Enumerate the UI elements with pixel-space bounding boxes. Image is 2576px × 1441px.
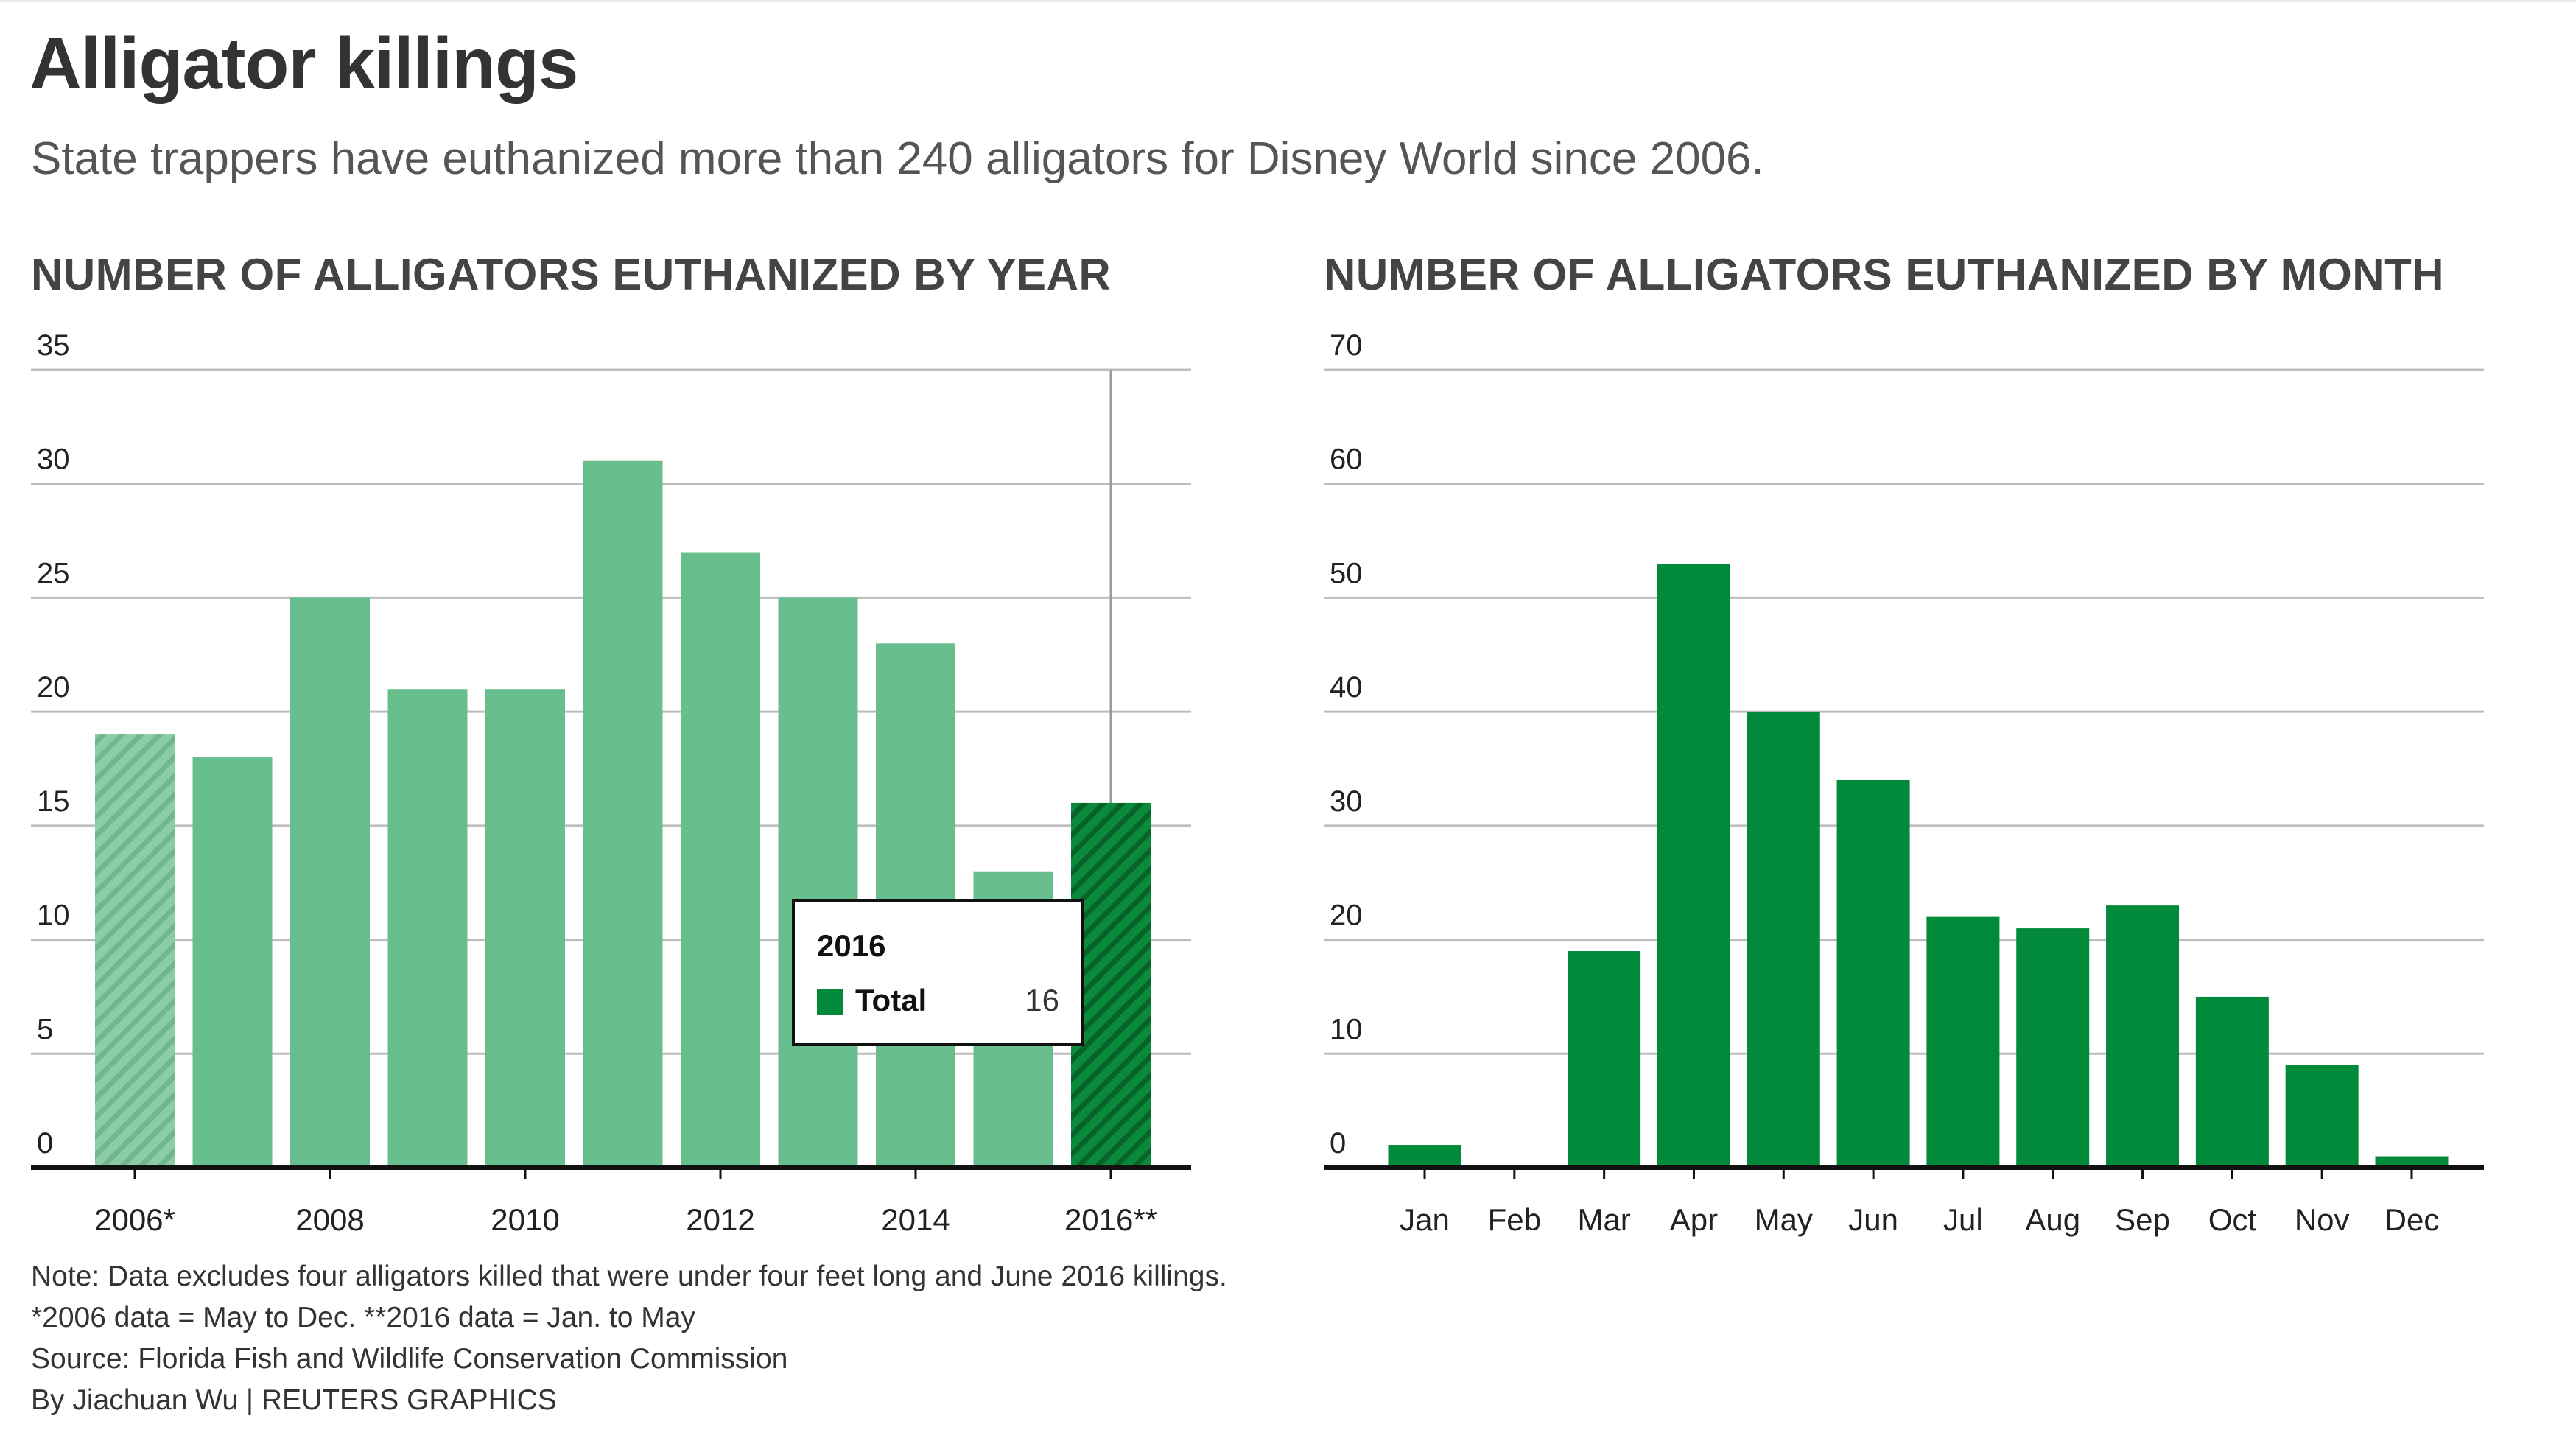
month-bar[interactable] xyxy=(1926,916,2000,1168)
month-y-tick-label: 40 xyxy=(1330,671,1363,704)
year-bar[interactable] xyxy=(681,552,760,1168)
month-x-tick-label: Feb xyxy=(1488,1202,1541,1237)
month-x-tick-label: Mar xyxy=(1577,1202,1630,1237)
year-bar[interactable] xyxy=(192,757,273,1168)
month-x-tick-label: Jul xyxy=(1943,1202,1983,1237)
footnotes: Note: Data excludes four alligators kill… xyxy=(31,1256,1227,1421)
month-x-tick-label: Dec xyxy=(2384,1202,2440,1237)
month-y-tick-label: 50 xyxy=(1330,557,1363,589)
month-x-tick-label: Sep xyxy=(2115,1202,2170,1237)
year-y-tick-label: 35 xyxy=(37,329,70,362)
year-y-tick-label: 20 xyxy=(37,671,70,704)
year-bar[interactable] xyxy=(95,734,175,1168)
year-x-tick-label: 2014 xyxy=(881,1202,950,1237)
month-y-tick-label: 20 xyxy=(1330,900,1363,932)
month-bar[interactable] xyxy=(1657,564,1730,1168)
year-chart-title: NUMBER OF ALLIGATORS EUTHANIZED BY YEAR xyxy=(31,250,1112,299)
tooltip-series-label: Total xyxy=(855,983,927,1017)
note-partial-years: *2006 data = May to Dec. **2016 data = J… xyxy=(31,1302,695,1333)
month-x-tick-label: Aug xyxy=(2025,1202,2080,1237)
month-x-tick-label: Jun xyxy=(1848,1202,1898,1237)
note-exclusions: Note: Data excludes four alligators kill… xyxy=(31,1261,1227,1292)
tooltip-legend-swatch xyxy=(817,989,843,1015)
month-y-tick-label: 30 xyxy=(1330,785,1363,818)
month-x-tick-label: Oct xyxy=(2208,1202,2257,1237)
month-bar[interactable] xyxy=(2016,928,2090,1168)
year-x-tick-label: 2012 xyxy=(686,1202,754,1237)
year-x-tick-label: 2010 xyxy=(491,1202,559,1237)
year-bar[interactable] xyxy=(485,689,565,1168)
month-bar[interactable] xyxy=(1836,779,1910,1168)
month-x-tick-label: May xyxy=(1755,1202,1813,1237)
year-bar[interactable] xyxy=(778,597,858,1168)
year-x-tick-label: 2016** xyxy=(1064,1202,1157,1237)
page-title: Alligator killings xyxy=(29,23,578,104)
year-bar-chart: 0 5 10 15 20 25 30 35 2006* 2008 2010 2012 2014 2016… xyxy=(31,329,1191,1237)
tooltip-year: 2016 xyxy=(817,928,886,963)
month-y-tick-label: 10 xyxy=(1330,1013,1363,1045)
year-bar[interactable] xyxy=(1071,802,1151,1168)
year-y-tick-label: 15 xyxy=(37,785,70,818)
month-x-tick-label: Nov xyxy=(2295,1202,2350,1237)
year-y-tick-label: 25 xyxy=(37,557,70,589)
bar-tooltip: 2016 Total 16 xyxy=(792,899,1084,1046)
month-y-tick-label: 60 xyxy=(1330,443,1363,476)
month-bar[interactable] xyxy=(2195,996,2269,1168)
year-bar[interactable] xyxy=(290,597,370,1168)
year-bar[interactable] xyxy=(583,460,663,1168)
tooltip-value: 16 xyxy=(1025,983,1059,1017)
month-bar[interactable] xyxy=(2375,1156,2449,1168)
top-rule xyxy=(0,0,2576,2)
note-source: Source: Florida Fish and Wildlife Conser… xyxy=(31,1343,788,1375)
month-bar[interactable] xyxy=(2285,1065,2359,1168)
month-bar[interactable] xyxy=(1747,712,1820,1168)
month-bar[interactable] xyxy=(1388,1145,1461,1168)
month-x-tick-label: Jan xyxy=(1400,1202,1450,1237)
year-x-tick-label: 2008 xyxy=(295,1202,364,1237)
year-y-tick-label: 0 xyxy=(37,1127,53,1160)
month-x-tick-label: Apr xyxy=(1670,1202,1718,1237)
note-credit: By Jiachuan Wu | REUTERS GRAPHICS xyxy=(31,1384,557,1416)
year-y-tick-label: 5 xyxy=(37,1013,53,1045)
month-bar-chart: 0 10 20 30 40 50 60 70 Jan Feb Mar Apr May Jun Jul Aug… xyxy=(1324,329,2484,1237)
page-subtitle: State trappers have euthanized more than… xyxy=(31,133,1764,184)
month-y-tick-label: 70 xyxy=(1330,329,1363,362)
year-y-tick-label: 10 xyxy=(37,900,70,932)
year-bar[interactable] xyxy=(387,689,468,1168)
month-bar[interactable] xyxy=(1568,951,1641,1168)
year-y-tick-label: 30 xyxy=(37,443,70,476)
month-y-tick-label: 0 xyxy=(1330,1127,1346,1160)
year-x-tick-label: 2006* xyxy=(94,1202,175,1237)
month-chart-title: NUMBER OF ALLIGATORS EUTHANIZED BY MONTH xyxy=(1324,250,2445,299)
month-bar[interactable] xyxy=(2106,905,2180,1168)
